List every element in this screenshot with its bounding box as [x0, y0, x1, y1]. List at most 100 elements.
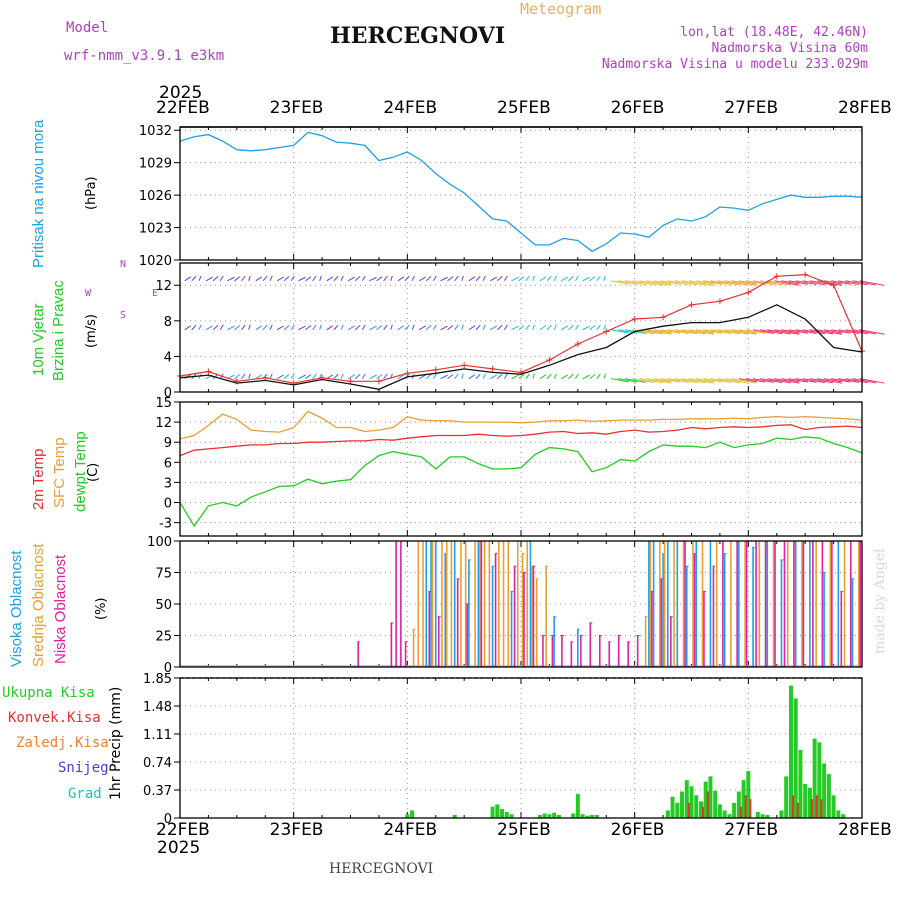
wind-barb	[241, 324, 246, 331]
total-precip-bar	[504, 811, 509, 818]
wind-barb	[717, 329, 740, 335]
wind-barb	[553, 373, 557, 379]
wind-barb	[340, 275, 344, 282]
wind-barb	[361, 324, 366, 330]
y-tick-label: 0.37	[143, 784, 172, 799]
wind-marker	[603, 328, 610, 335]
wind-barb	[184, 325, 192, 331]
wind-barb	[845, 329, 868, 335]
wind-barb	[760, 280, 783, 286]
panel-frame	[179, 677, 863, 819]
total-precip-bar	[812, 738, 817, 818]
wind-barb	[752, 329, 774, 334]
compass-w-letter: W	[85, 288, 92, 299]
wind-barb	[454, 275, 459, 282]
wind-barb	[447, 374, 454, 380]
y-tick-label: 0	[164, 386, 172, 401]
wind-barb	[532, 373, 535, 379]
wind-marker	[631, 316, 638, 323]
wind-barb	[831, 378, 851, 383]
wind-barb	[532, 324, 535, 330]
wind-barb	[518, 374, 525, 380]
panel-4: 0 0.37 0.74 1.11 1.48 1.85	[143, 672, 863, 827]
wind-barb	[326, 325, 334, 331]
wind-barb	[255, 325, 263, 331]
wind-barb	[674, 280, 698, 286]
convective-precip-bar	[701, 806, 704, 818]
total-precip-bar	[580, 814, 585, 818]
wind-barb	[347, 325, 355, 331]
wind-barb	[703, 280, 723, 285]
wind-barb	[191, 275, 197, 282]
wind-barb	[610, 329, 629, 334]
wind-barb	[760, 329, 783, 335]
wind-barb	[838, 329, 860, 334]
wind-barb	[838, 280, 860, 286]
total-precip-bar	[736, 791, 741, 818]
wind-barb	[859, 280, 885, 286]
total-precip-bar	[490, 806, 495, 818]
wind-barb	[248, 324, 251, 330]
wind-barb	[227, 276, 235, 282]
wind-marker	[660, 314, 667, 321]
convective-precip-bar	[744, 795, 747, 818]
wind-barb	[681, 378, 706, 384]
wind-barb	[667, 280, 689, 286]
wind-barb	[781, 329, 800, 334]
wind-barb	[618, 378, 638, 383]
precip-legend-item: Ukupna Kisa	[2, 685, 95, 701]
coordinates: lon,lat (18.48E, 42.46N)	[680, 25, 868, 40]
y-tick-label: 1032	[139, 124, 172, 139]
wind-barb	[418, 276, 426, 282]
wind-barb	[447, 325, 454, 331]
total-precip-bar	[836, 810, 841, 818]
temp-2m-line	[179, 424, 863, 457]
wind-barb	[575, 373, 579, 379]
top-date-label: 27FEB	[724, 98, 779, 118]
total-precip-bar	[571, 813, 576, 818]
wind-marker	[461, 362, 468, 369]
wind-barb	[319, 275, 322, 281]
wind-barb	[760, 378, 783, 384]
wind-barb	[482, 275, 486, 282]
total-precip-bar	[590, 814, 595, 818]
total-precip-bar	[798, 749, 803, 818]
total-precip-bar	[684, 780, 689, 818]
wind-barb	[575, 324, 579, 330]
wind-barb	[525, 324, 530, 331]
wind-barb	[525, 373, 530, 379]
wind-barb	[724, 329, 749, 335]
wind-barb	[703, 378, 723, 383]
wind-barb	[639, 280, 663, 286]
model-name: wrf-nmm_v3.9.1 e3km	[64, 48, 225, 64]
wind-barb	[660, 280, 681, 285]
wind-barb	[845, 280, 868, 286]
wind-barb	[276, 374, 284, 380]
wind-barb	[454, 324, 459, 331]
wind-barb	[198, 324, 202, 330]
wind-barb	[788, 329, 808, 334]
wind-barb	[376, 276, 383, 282]
total-precip-bar	[755, 811, 760, 818]
wind-barb	[305, 325, 312, 331]
y-tick-label: 25	[155, 630, 172, 645]
wind-barb	[539, 276, 547, 282]
total-precip-bar	[765, 814, 770, 818]
wind-barb	[184, 276, 192, 282]
wind-barb	[610, 378, 629, 383]
wind-barb	[546, 324, 552, 331]
wind-barb	[568, 276, 574, 282]
total-precip-bar	[665, 810, 670, 818]
footer-title: HERCEGNOVI	[329, 861, 434, 877]
wind-barb	[376, 374, 383, 380]
wind-barb	[582, 374, 590, 380]
bottom-date-label: 25FEB	[497, 820, 551, 840]
meteogram-label: Meteogram	[520, 0, 602, 18]
pressure-line	[179, 131, 863, 253]
wind-barb	[546, 373, 552, 379]
model-label: Model	[66, 20, 109, 36]
wind-barb	[397, 325, 405, 331]
wind-barb	[589, 374, 596, 380]
wind-barb	[212, 324, 219, 331]
model-elevation: Nadmorska Visina u modelu 233.029m	[601, 57, 868, 72]
